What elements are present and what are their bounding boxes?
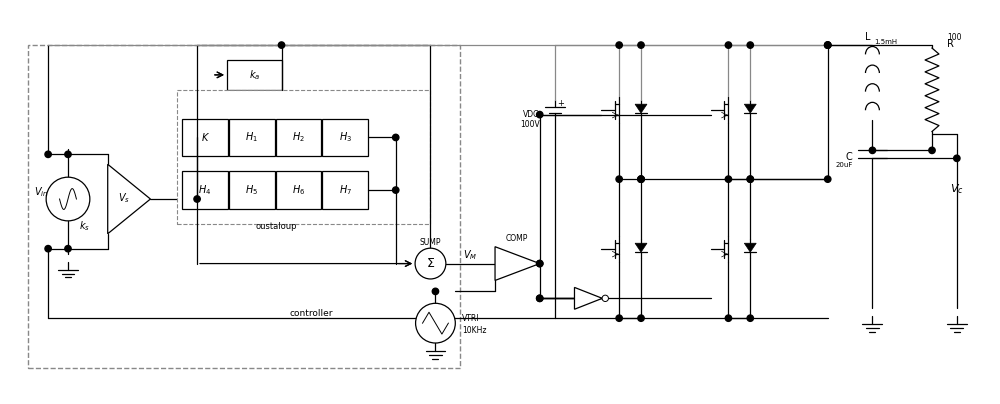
Circle shape (929, 147, 935, 154)
Text: $H_5$: $H_5$ (245, 183, 258, 197)
Circle shape (415, 248, 446, 279)
Text: R: R (947, 39, 954, 49)
Text: $V_M$: $V_M$ (463, 248, 477, 261)
Circle shape (46, 177, 90, 221)
Polygon shape (744, 243, 756, 252)
Circle shape (537, 295, 543, 301)
Text: $k_a$: $k_a$ (249, 68, 260, 82)
Circle shape (638, 176, 644, 182)
Circle shape (537, 112, 543, 118)
Polygon shape (635, 243, 647, 252)
Text: $V_{in}$: $V_{in}$ (34, 185, 48, 199)
Text: COMP: COMP (506, 234, 528, 243)
Text: $H_7$: $H_7$ (339, 183, 352, 197)
Text: SUMP: SUMP (420, 238, 441, 247)
Bar (177, 90, 430, 224)
Polygon shape (108, 164, 150, 234)
Bar (28, 45, 460, 368)
Polygon shape (574, 287, 602, 309)
Circle shape (954, 155, 960, 162)
Circle shape (602, 295, 608, 301)
Bar (276, 171, 321, 209)
Circle shape (194, 196, 200, 202)
Circle shape (725, 315, 732, 321)
Circle shape (725, 176, 732, 182)
Circle shape (725, 42, 732, 48)
Bar (322, 171, 368, 209)
Text: +: + (558, 99, 564, 108)
Text: $\Sigma$: $\Sigma$ (426, 257, 435, 270)
Text: 1.5mH: 1.5mH (874, 39, 898, 45)
Circle shape (616, 42, 622, 48)
Text: 100: 100 (947, 33, 961, 42)
Circle shape (747, 42, 753, 48)
Circle shape (638, 315, 644, 321)
Text: controller: controller (290, 309, 333, 318)
Text: $k_s$: $k_s$ (79, 219, 90, 233)
Circle shape (825, 42, 831, 48)
Text: $H_6$: $H_6$ (292, 183, 305, 197)
Circle shape (537, 261, 543, 267)
Circle shape (278, 42, 285, 48)
Text: $K$: $K$ (201, 131, 210, 143)
Polygon shape (744, 104, 756, 113)
Circle shape (747, 176, 753, 182)
Circle shape (825, 42, 831, 48)
Bar (276, 119, 321, 156)
Text: VDC: VDC (523, 110, 540, 119)
Circle shape (432, 288, 439, 295)
Circle shape (65, 246, 71, 252)
Circle shape (825, 42, 831, 48)
Circle shape (638, 176, 644, 182)
Circle shape (747, 176, 753, 182)
Bar (227, 60, 282, 90)
Circle shape (616, 176, 622, 182)
Text: $H_3$: $H_3$ (339, 130, 352, 144)
Circle shape (869, 147, 876, 154)
Text: 100V: 100V (520, 120, 540, 129)
Circle shape (45, 246, 51, 252)
Circle shape (537, 261, 543, 267)
Text: 20uF: 20uF (835, 162, 853, 168)
Bar (322, 119, 368, 156)
Circle shape (416, 303, 455, 343)
Bar (182, 171, 228, 209)
Text: $V_c$: $V_c$ (950, 182, 964, 196)
Circle shape (393, 187, 399, 193)
Text: L: L (865, 32, 870, 42)
Circle shape (825, 176, 831, 182)
Text: 10KHz: 10KHz (462, 326, 487, 335)
Bar (229, 171, 275, 209)
Circle shape (45, 151, 51, 158)
Text: C: C (846, 152, 853, 162)
Circle shape (638, 176, 644, 182)
Text: $V_s$: $V_s$ (118, 191, 130, 205)
Circle shape (638, 42, 644, 48)
Text: oustaloup: oustaloup (256, 222, 297, 231)
Text: $H_2$: $H_2$ (292, 130, 305, 144)
Text: VTRI: VTRI (462, 314, 480, 323)
Bar (182, 119, 228, 156)
Text: $H_4$: $H_4$ (198, 183, 212, 197)
Circle shape (65, 151, 71, 158)
Circle shape (537, 295, 543, 301)
Circle shape (393, 134, 399, 141)
Circle shape (747, 315, 753, 321)
Circle shape (616, 315, 622, 321)
Polygon shape (635, 104, 647, 113)
Polygon shape (495, 247, 540, 280)
Text: $H_1$: $H_1$ (245, 130, 258, 144)
Bar (229, 119, 275, 156)
